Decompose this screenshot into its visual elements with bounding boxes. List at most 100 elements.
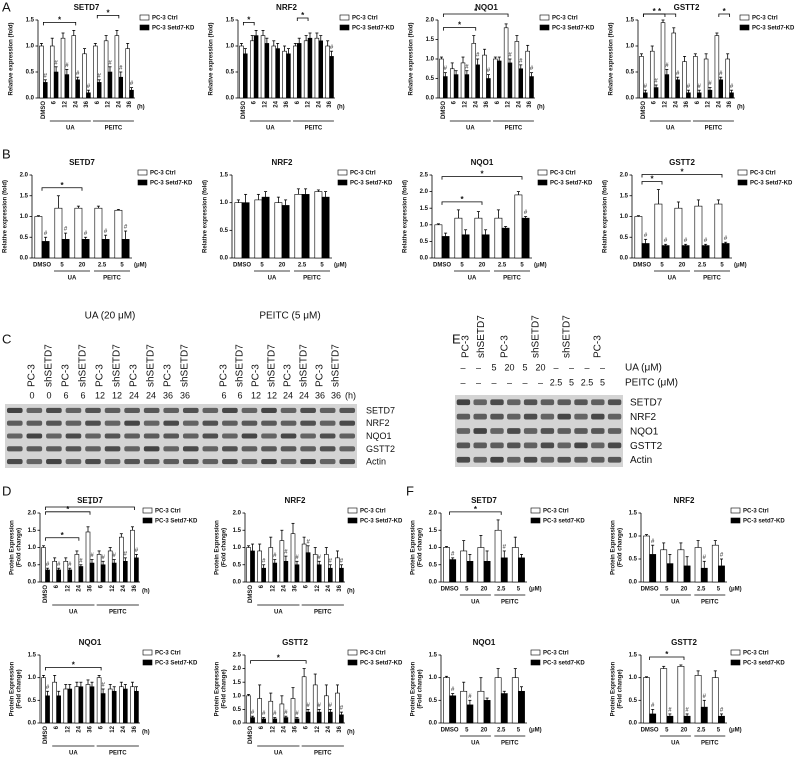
blot-band: [280, 433, 297, 439]
error-bar: [291, 522, 295, 534]
group-label: UA: [274, 610, 283, 616]
x-tick-label: 24: [76, 584, 82, 591]
legend-swatch: [142, 507, 153, 514]
error-bar: [57, 567, 61, 570]
x-tick-label: 2.5: [498, 263, 507, 269]
legend-swatch: [730, 649, 741, 656]
y-axis-label: Relative expression (fold): [409, 22, 415, 95]
error-bar: [683, 56, 687, 62]
bar: [85, 684, 91, 724]
dose-row-label: UA (μM): [625, 363, 662, 374]
bar: [321, 196, 330, 259]
significance-mark: #: [295, 711, 299, 717]
y-tick-label: 1.0: [429, 545, 438, 551]
significance-mark: #: [468, 694, 472, 700]
bar: [325, 45, 330, 99]
error-bar: [54, 66, 58, 72]
error-bar: [702, 560, 706, 569]
blot-band: [85, 459, 101, 465]
error-bar: [496, 668, 500, 678]
error-bar: [451, 557, 455, 560]
legend-swatch: [539, 14, 550, 21]
x-tick-label: 6: [259, 725, 265, 729]
group-label: UA: [274, 751, 283, 757]
bar: [449, 695, 457, 724]
blot-band: [339, 446, 356, 452]
error-bar: [302, 668, 306, 677]
bracket-label: *: [680, 168, 684, 177]
bar: [475, 64, 480, 99]
blot-band: [300, 420, 316, 426]
y-tick-label: 2.5: [233, 653, 242, 659]
bar: [464, 74, 470, 99]
blot-band: [46, 407, 62, 413]
y-tick-label: 0.0: [620, 256, 629, 262]
bar: [694, 675, 702, 724]
legend-swatch: [537, 169, 548, 176]
time-label: 6: [63, 390, 68, 400]
x-tick-label: 24: [326, 584, 332, 591]
blot-band: [540, 413, 555, 420]
error-bar: [456, 209, 460, 219]
error-bar: [445, 546, 449, 548]
blot-band: [319, 446, 336, 452]
bar: [643, 92, 648, 99]
x-tick-label: 6: [452, 100, 458, 104]
x-tick-label: 2.5: [697, 587, 706, 593]
blot-band: [241, 420, 258, 426]
group-label: PEITC: [314, 610, 332, 616]
bracket-label: *: [480, 170, 484, 179]
bracket: [45, 511, 91, 515]
y-tick-label: 2.0: [233, 511, 242, 517]
blot-band: [574, 456, 588, 463]
x-tick-label: 12: [506, 100, 512, 107]
y-axis-label: Relative expression (fold): [603, 180, 609, 253]
error-bar: [83, 48, 87, 54]
bar: [686, 92, 691, 99]
bar: [261, 567, 266, 583]
blot-band: [319, 433, 336, 439]
blot-band: [507, 413, 521, 420]
x-tick-label: 24: [121, 584, 127, 591]
blot-band: [124, 446, 140, 452]
group-label: UA: [266, 126, 275, 132]
bar: [441, 236, 450, 259]
error-bar: [654, 84, 658, 88]
lane-label: shSETD7: [267, 344, 278, 387]
error-bar: [264, 191, 268, 198]
significance-mark: #: [57, 562, 61, 568]
error-bar: [276, 43, 280, 49]
lane-label: shSETD7: [299, 344, 310, 387]
error-bar: [519, 554, 523, 558]
error-bar: [53, 557, 57, 562]
bar: [56, 695, 61, 724]
blot-band: [46, 420, 62, 426]
time-label: 0: [29, 390, 34, 400]
bar: [250, 550, 255, 583]
x-tick-label: 24: [76, 725, 82, 732]
significance-mark: #: [654, 79, 658, 85]
lane-label: shSETD7: [78, 344, 89, 387]
legend-swatch: [339, 14, 350, 21]
error-bar: [328, 564, 332, 569]
x-tick-label: 12: [270, 725, 276, 732]
row-label: SETD7: [630, 398, 663, 409]
dose-label: –: [491, 377, 496, 387]
legend-label: PC-3 Setd7-KD: [750, 181, 793, 187]
error-bar: [650, 45, 654, 52]
dose-label: 2.5: [550, 377, 563, 387]
bar: [89, 686, 95, 724]
y-tick-label: 1.5: [620, 193, 629, 199]
dose-label: 5: [569, 377, 574, 387]
blot-band: [46, 446, 62, 452]
significance-mark: #: [108, 60, 112, 66]
bar: [682, 61, 687, 99]
x-tick-label: 5: [517, 728, 521, 734]
bar: [466, 704, 474, 724]
error-bar: [326, 40, 330, 46]
x-tick-label: DMSO: [641, 101, 647, 119]
bar: [449, 68, 455, 99]
x-unit: (h): [537, 105, 545, 111]
legend-label: PC-3 Setd7-KD: [352, 26, 395, 32]
bar: [261, 196, 270, 259]
